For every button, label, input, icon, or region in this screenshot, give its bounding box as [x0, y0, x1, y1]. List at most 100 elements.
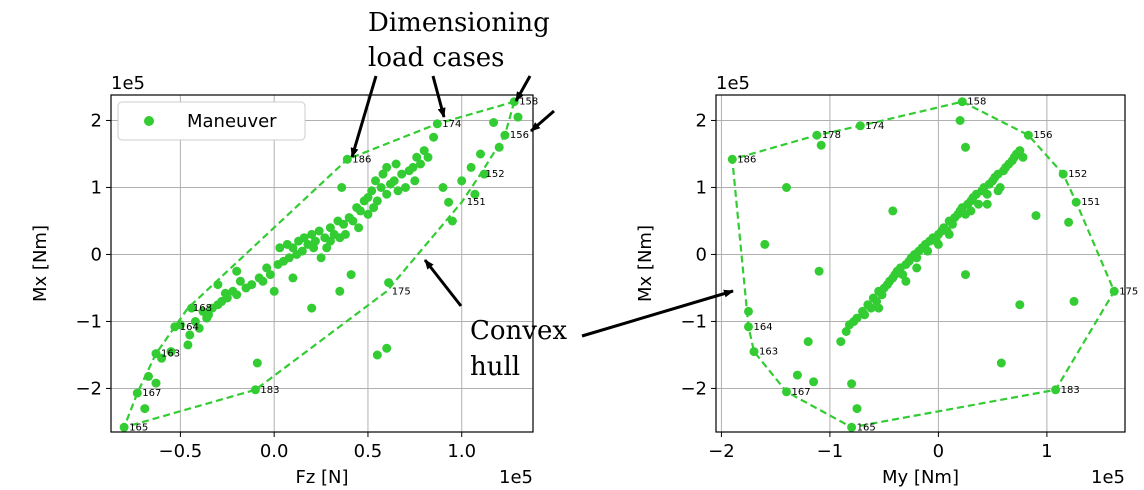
data-point: [1024, 131, 1033, 140]
data-point: [433, 119, 442, 128]
hull-vertex-label: 168: [193, 303, 212, 314]
hull-vertex-label: 167: [142, 388, 161, 399]
data-point: [961, 143, 970, 152]
hull-vertex-label: 174: [442, 119, 461, 130]
x-tick-label: −1: [817, 441, 844, 462]
legend-label: Maneuver: [187, 111, 277, 132]
data-point: [439, 183, 448, 192]
annotation-dimensioning-line1: Dimensioning: [368, 8, 550, 38]
data-point: [856, 121, 865, 130]
hull-vertex-label: 164: [180, 322, 199, 333]
data-point: [410, 176, 419, 185]
data-point: [912, 263, 921, 272]
data-point: [514, 113, 523, 122]
plot-fz-mx: 158156152151175183165167163164168186174−…: [30, 73, 538, 488]
data-point: [760, 240, 769, 249]
legend: Maneuver: [118, 102, 305, 140]
data-point: [347, 270, 356, 279]
y-tick-label: 1: [696, 177, 707, 198]
data-point: [307, 304, 316, 313]
data-point: [144, 372, 153, 381]
hull-vertex-label: 186: [737, 154, 756, 165]
hull-vertex-label: 183: [260, 385, 279, 396]
hull-vertex-label: 167: [792, 387, 811, 398]
x-offset-text: 1e5: [499, 467, 533, 488]
y-tick-label: 1: [91, 177, 102, 198]
data-point: [1072, 198, 1081, 207]
data-point: [467, 163, 476, 172]
data-point: [744, 307, 753, 316]
data-point: [750, 347, 759, 356]
x-tick-label: 0: [933, 441, 944, 462]
y-tick-label: 0: [91, 244, 102, 265]
data-point: [1110, 287, 1119, 296]
data-point: [152, 379, 161, 388]
data-point: [258, 277, 267, 286]
x-tick-label: 0.5: [354, 441, 383, 462]
data-point: [373, 196, 382, 205]
data-point: [923, 247, 932, 256]
data-point: [847, 379, 856, 388]
data-point: [744, 322, 753, 331]
y-tick-label: 2: [696, 110, 707, 131]
data-point: [1032, 211, 1041, 220]
data-point: [392, 160, 401, 169]
data-point: [983, 190, 992, 199]
data-point: [424, 153, 433, 162]
data-point: [1019, 153, 1028, 162]
data-point: [457, 176, 466, 185]
data-point: [793, 371, 802, 380]
data-point: [382, 163, 391, 172]
convex-hull: [732, 102, 1114, 428]
data-point: [888, 206, 897, 215]
data-point: [934, 240, 943, 249]
data-point: [373, 351, 382, 360]
data-point: [270, 287, 279, 296]
data-point: [341, 230, 350, 239]
data-point: [288, 273, 297, 282]
annotation-convex-line2: hull: [470, 352, 520, 382]
y-tick-label: −2: [75, 378, 102, 399]
hull-vertex-label: 151: [467, 197, 486, 208]
hull-vertex-label: 158: [519, 97, 538, 108]
annotation-arrow: [352, 76, 376, 157]
data-point: [251, 385, 260, 394]
hull-vertex-label: 164: [754, 322, 773, 333]
data-point: [901, 277, 910, 286]
hull-vertex-label: 174: [865, 121, 884, 132]
hull-vertex-label: 163: [759, 347, 778, 358]
hull-vertex-label: 151: [1081, 197, 1100, 208]
data-point: [974, 200, 983, 209]
data-point: [416, 160, 425, 169]
data-point: [958, 97, 967, 106]
data-point: [804, 337, 813, 346]
data-point: [966, 206, 975, 215]
x-tick-label: 1.0: [447, 441, 476, 462]
annotation-arrow: [425, 260, 461, 306]
data-point: [817, 141, 826, 150]
plot-my-mx: 158 156 152 151 175 183 165 167 163 164 186 178 174 −…: [635, 73, 1138, 488]
annotation-convex-line1: Convex: [470, 316, 567, 346]
data-point: [448, 217, 457, 226]
data-point: [120, 423, 129, 432]
data-point: [956, 116, 965, 125]
hull-vertex-label: 156: [510, 130, 529, 141]
data-point: [1059, 170, 1068, 179]
data-point: [390, 176, 399, 185]
convex-hull: [124, 102, 514, 428]
data-point: [1051, 385, 1060, 394]
data-point: [266, 270, 275, 279]
data-point: [500, 131, 509, 140]
data-point: [429, 133, 438, 142]
data-point: [945, 230, 954, 239]
data-point: [133, 389, 142, 398]
x-tick-label: 1: [1041, 441, 1052, 462]
data-point: [382, 344, 391, 353]
data-point: [853, 404, 862, 413]
x-axis-label: Fz [N]: [295, 467, 348, 488]
x-tick-label: −2: [708, 441, 735, 462]
data-point: [809, 377, 818, 386]
data-point: [836, 337, 845, 346]
data-point: [367, 186, 376, 195]
data-point: [874, 304, 883, 313]
